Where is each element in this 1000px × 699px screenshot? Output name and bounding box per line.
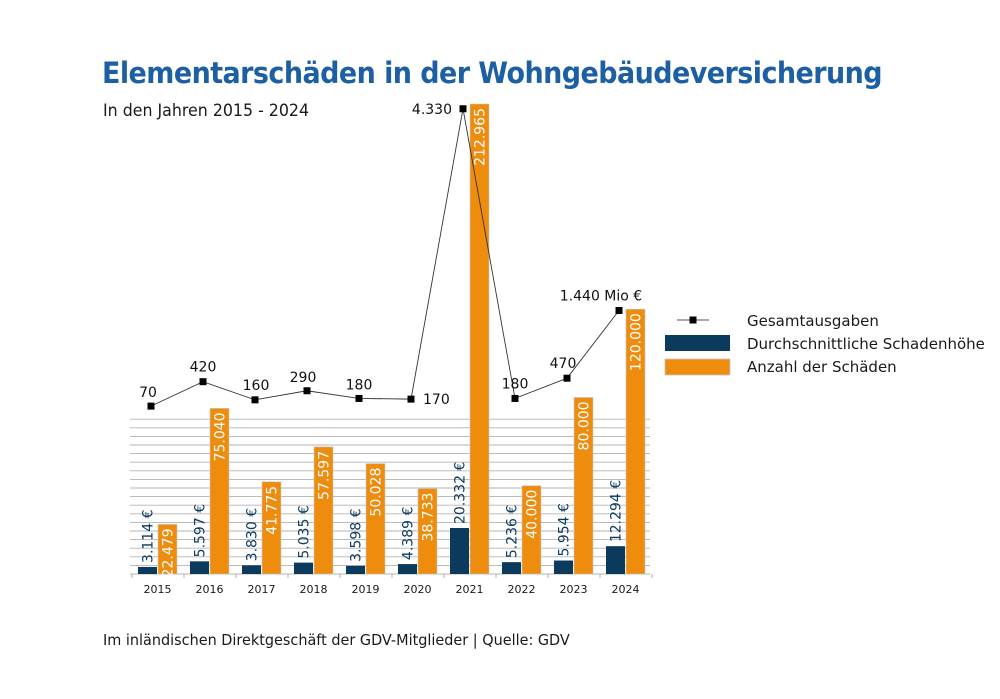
bar-label-avg-damage: 3.114 € — [141, 510, 157, 563]
line-marker — [147, 402, 155, 410]
source-note: Im inländischen Direktgeschäft der GDV-M… — [103, 631, 570, 649]
x-axis-label: 2016 — [196, 583, 224, 596]
bar-label-claim-count: 120.000 — [629, 313, 645, 371]
bar-label-claim-count: 50.028 — [369, 468, 385, 517]
bar-label-claim-count: 38.733 — [421, 493, 437, 542]
legend-label-total: Gesamtausgaben — [747, 312, 879, 330]
x-axis-label: 2018 — [300, 583, 328, 596]
x-axis-label: 2020 — [404, 583, 432, 596]
bar-claim-count — [261, 481, 282, 575]
bar-claim-count — [365, 463, 386, 575]
bar-avg-damage — [398, 564, 417, 574]
bar-label-avg-damage: 5.954 € — [557, 503, 573, 556]
bar-label-claim-count: 22.479 — [161, 528, 177, 577]
chart-subtitle: In den Jahren 2015 - 2024 — [103, 101, 310, 121]
line-marker — [615, 306, 623, 314]
legend: Gesamtausgaben Durchschnittliche Schaden… — [664, 312, 985, 376]
x-axis-label: 2015 — [144, 583, 172, 596]
total-expenses-line: 70 420 160 290 180 170 4.330 180 470 1.440 Mio € — [139, 102, 642, 410]
line-data-label: 420 — [190, 360, 217, 376]
line-data-label: 290 — [290, 370, 317, 386]
bar-claim-count — [625, 308, 646, 575]
bar-claim-count — [469, 103, 490, 575]
bar-avg-damage — [138, 566, 157, 574]
bar-avg-damage — [242, 565, 261, 574]
line-marker — [303, 387, 311, 395]
bar-label-claim-count: 212.965 — [473, 108, 489, 166]
legend-label-avg-damage: Durchschnittliche Schadenhöhe — [747, 335, 985, 353]
bars: 3.114 €22.479 5.597 € 75.040 3.830 €41.775 5… — [138, 103, 646, 577]
bar-avg-damage — [554, 560, 573, 574]
bar-label-avg-damage: 3.830 € — [245, 508, 261, 561]
bar-label-claim-count: 41.775 — [265, 486, 281, 535]
bar-claim-count — [209, 408, 230, 575]
line-data-label: 180 — [502, 376, 529, 392]
bar-avg-damage — [346, 565, 365, 574]
line-data-label: 4.330 — [412, 102, 452, 118]
legend-swatch-avg-damage — [665, 335, 730, 351]
line-data-label: 170 — [423, 392, 450, 408]
line-data-label: 1.440 Mio € — [560, 288, 642, 304]
chart-title: Elementarschäden in der Wohngebäudeversi… — [102, 56, 883, 90]
bar-claim-count — [573, 397, 594, 575]
line-marker — [355, 394, 363, 402]
bar-label-claim-count: 80.000 — [577, 401, 593, 450]
x-axis-label: 2017 — [248, 583, 276, 596]
bar-label-claim-count: 75.040 — [213, 412, 229, 461]
bar-label-avg-damage: 5.236 € — [505, 505, 521, 558]
bar-avg-damage — [450, 528, 469, 574]
bar-avg-damage — [190, 561, 209, 574]
bar-label-claim-count: 40.000 — [525, 490, 541, 539]
bar-claim-count — [313, 446, 334, 575]
bar-label-avg-damage: 3.598 € — [349, 508, 365, 561]
x-axis-label: 2021 — [456, 583, 484, 596]
bar-claim-count — [157, 524, 178, 575]
line-data-label: 180 — [346, 377, 373, 393]
x-axis-ticks: 2015 2016 2017 2018 2019 2020 2021 2022 2023 2024 — [131, 574, 653, 596]
bar-label-avg-damage: 5.035 € — [297, 505, 313, 558]
line-data-label: 470 — [550, 356, 577, 372]
bar-label-avg-damage: 20.332 € — [453, 462, 469, 524]
line-data-label: 160 — [243, 378, 270, 394]
total-expenses-polyline — [150, 108, 620, 407]
line-marker — [511, 394, 519, 402]
bar-label-avg-damage: 12.294 € — [609, 480, 625, 542]
x-axis-label: 2019 — [352, 583, 380, 596]
bar-label-avg-damage: 4.389 € — [401, 507, 417, 560]
line-marker — [251, 396, 259, 404]
bar-label-claim-count: 57.597 — [317, 451, 333, 500]
line-marker — [199, 378, 207, 386]
line-marker — [407, 395, 415, 403]
legend-label-count: Anzahl der Schäden — [747, 358, 897, 376]
x-axis-label: 2023 — [560, 583, 588, 596]
x-axis-label: 2022 — [508, 583, 536, 596]
line-data-label: 70 — [139, 385, 157, 401]
bar-avg-damage — [606, 546, 625, 574]
bar-claim-count — [521, 485, 542, 575]
legend-line-marker-icon — [689, 316, 697, 324]
bar-avg-damage — [502, 562, 521, 574]
bar-avg-damage — [294, 562, 313, 574]
bar-claim-count — [417, 488, 438, 575]
legend-swatch-count — [664, 358, 731, 376]
x-axis-label: 2024 — [612, 583, 640, 596]
line-marker — [459, 105, 467, 113]
line-marker — [563, 374, 571, 382]
bar-label-avg-damage: 5.597 € — [193, 504, 209, 557]
